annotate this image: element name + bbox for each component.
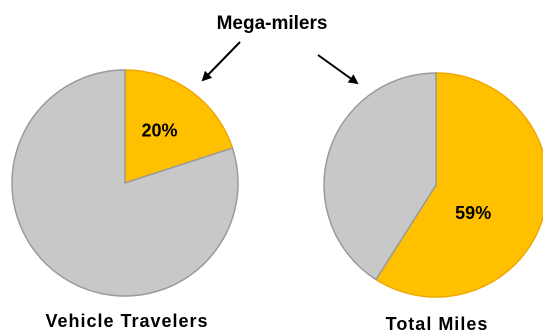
pie-slice-other [11,69,239,297]
pie-vehicle-travelers: 20% [11,69,239,297]
pie-title-total-miles: Total Miles [386,314,489,332]
pie-slice-data-label: 59% [455,203,491,223]
pie-slice-mega-milers [124,69,234,185]
pie-slice-other [323,72,437,281]
pie-title-vehicle-travelers: Vehicle Travelers [45,311,208,331]
pie-total-miles: 59% [323,72,543,298]
arrow-right [317,54,359,85]
pie-slice-data-label: 20% [141,120,177,140]
annotation-mega-milers: Mega-milers [217,13,328,34]
arrow-left [201,41,241,82]
pie-slice-mega-milers [374,72,543,298]
